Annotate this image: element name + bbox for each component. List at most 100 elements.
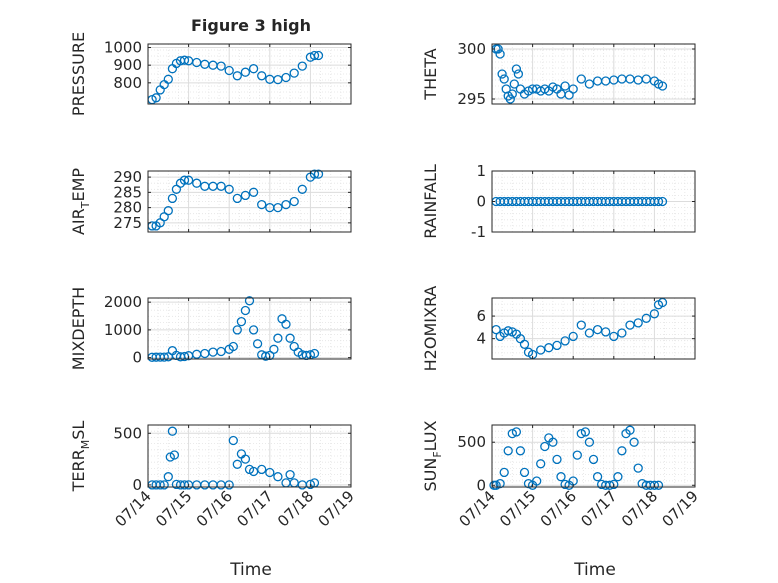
data-point — [269, 344, 279, 354]
y-tick-label: 6 — [476, 307, 486, 325]
data-point — [507, 89, 517, 99]
data-point — [499, 74, 509, 84]
data-point — [519, 467, 530, 478]
data-point — [313, 169, 324, 179]
data-point — [560, 479, 570, 490]
y-tick-label: 0 — [476, 193, 486, 211]
data-point — [592, 324, 603, 335]
data-point — [584, 437, 595, 447]
data-point — [257, 71, 267, 81]
axes-frame — [147, 43, 352, 105]
y-tick-label: 290 — [113, 168, 142, 186]
subplot-theta: 295 300 THETA — [421, 40, 696, 108]
data-point — [548, 437, 558, 447]
y-tick-label: 0 — [132, 349, 142, 367]
data-point — [609, 479, 619, 490]
data-point — [497, 69, 507, 79]
y-tick-label: 4 — [476, 330, 486, 348]
y-tick-label: 900 — [113, 56, 142, 74]
data-point — [633, 463, 643, 473]
data-point — [649, 309, 660, 319]
y-tick-label: 2000 — [104, 293, 142, 311]
y-axis-label: THETA — [421, 48, 440, 100]
data-point — [617, 446, 627, 456]
data-point — [499, 467, 509, 478]
data-point — [265, 467, 275, 478]
data-point — [601, 327, 611, 337]
data-point — [509, 79, 519, 89]
y-tick-label: 295 — [457, 90, 486, 108]
data-point — [163, 74, 173, 84]
data-point — [568, 331, 578, 342]
data-point — [576, 428, 586, 439]
data-point — [588, 454, 599, 465]
data-point — [224, 65, 234, 76]
data-point — [309, 50, 320, 61]
data-point — [159, 352, 169, 362]
data-point — [495, 49, 505, 59]
data-point — [240, 67, 251, 77]
y-axis-label: SUNFLUX — [421, 420, 444, 491]
y-axis-label: MIXDEPTH — [69, 287, 88, 370]
y-tick-label: 0 — [476, 476, 486, 494]
data-point — [641, 313, 651, 323]
data-point — [297, 184, 307, 194]
data-point — [244, 296, 255, 306]
data-point — [495, 478, 505, 489]
y-tick-label: 275 — [113, 214, 142, 232]
y-tick-label: 300 — [457, 40, 486, 58]
axes-frame — [147, 297, 352, 360]
data-point — [540, 441, 550, 452]
data-point — [609, 331, 619, 342]
data-point — [653, 196, 664, 207]
data-point — [309, 348, 320, 359]
data-point — [224, 184, 234, 194]
data-point — [232, 459, 242, 469]
data-point — [297, 61, 307, 71]
axes-frame — [491, 43, 696, 105]
data-point — [232, 325, 242, 335]
data-point — [228, 435, 238, 446]
data-point — [281, 72, 291, 83]
data-point — [503, 326, 513, 336]
data-point — [285, 333, 295, 343]
axes-frame — [491, 297, 696, 360]
data-point — [240, 454, 251, 464]
data-point — [544, 343, 554, 353]
y-axis-label: AIRTEMP — [69, 168, 92, 235]
data-point — [625, 425, 635, 435]
data-point — [552, 454, 562, 465]
data-point — [248, 64, 259, 74]
data-point — [151, 93, 161, 103]
data-point — [289, 196, 299, 207]
data-point — [613, 472, 623, 482]
data-point — [179, 55, 190, 65]
data-point — [513, 69, 524, 79]
data-point — [159, 480, 169, 490]
data-point — [552, 340, 562, 351]
data-point — [240, 305, 251, 316]
data-point — [224, 480, 234, 490]
data-point — [629, 437, 639, 447]
data-point — [232, 193, 242, 204]
data-point — [167, 426, 178, 436]
data-point — [216, 346, 226, 357]
data-point — [309, 169, 320, 179]
data-point — [155, 480, 165, 490]
data-point — [281, 319, 291, 329]
data-point — [257, 464, 267, 475]
data-point — [572, 450, 582, 460]
data-point — [649, 480, 660, 490]
data-point — [580, 427, 591, 437]
subplot-mixdepth: 0 1000 2000 MIXDEPTH — [69, 287, 352, 370]
y-tick-label: 500 — [113, 424, 142, 442]
data-point — [313, 50, 324, 61]
data-point — [163, 472, 173, 482]
data-point — [560, 81, 570, 91]
data-point — [281, 199, 291, 210]
y-tick-label: 500 — [457, 433, 486, 451]
data-point — [273, 333, 283, 343]
